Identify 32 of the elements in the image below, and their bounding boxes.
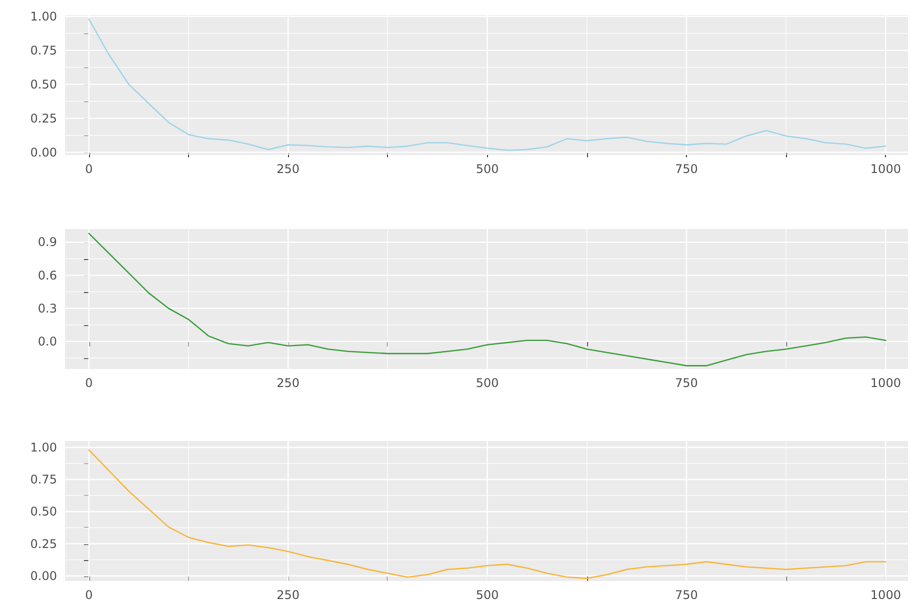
- line-series: [88, 18, 886, 151]
- x-tick-label: 250: [276, 162, 300, 176]
- x-tick-label: 500: [476, 588, 499, 602]
- x-tick-label: 0: [85, 588, 93, 602]
- y-tick-label: 0.50: [30, 504, 57, 519]
- x-tick-label: 1000: [870, 162, 901, 176]
- x-tick-label: 0: [85, 162, 93, 176]
- x-tick-label: 250: [276, 588, 300, 602]
- y-tick-label: 0.75: [30, 472, 57, 487]
- x-tick-label: 750: [675, 376, 698, 390]
- y-tick-label: 0.3: [38, 301, 57, 316]
- x-tick-label: 500: [476, 376, 499, 390]
- y-tick-label: 0.75: [30, 43, 57, 58]
- y-tick-label: 1.00: [30, 9, 57, 24]
- y-tick-label: 0.0: [38, 334, 57, 348]
- y-tick-label: 0.6: [38, 268, 57, 282]
- y-tick-label: 0.25: [30, 536, 57, 551]
- x-tick-label: 750: [675, 162, 698, 176]
- x-tick-label: 1000: [870, 588, 901, 602]
- x-tick-label: 500: [476, 162, 499, 176]
- x-tick-label: 750: [675, 588, 698, 602]
- x-tick-label: 0: [85, 376, 93, 390]
- x-tick-label: 250: [276, 376, 300, 390]
- x-tick-label: 1000: [870, 376, 901, 390]
- y-tick-label: 1.00: [30, 440, 57, 454]
- y-tick-label: 0.9: [38, 235, 57, 250]
- y-tick-label: 0.50: [30, 77, 57, 92]
- y-tick-label: 0.00: [30, 568, 57, 583]
- y-tick-label: 0.25: [30, 111, 57, 126]
- y-tick-label: 0.00: [30, 145, 57, 160]
- line-series: [88, 232, 886, 366]
- line-series: [88, 449, 886, 580]
